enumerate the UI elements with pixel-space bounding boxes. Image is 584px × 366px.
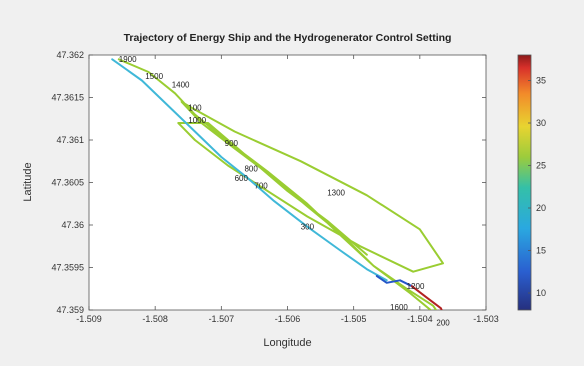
colorbar-tick-label: 30	[536, 118, 546, 128]
colorbar-tick-label: 35	[536, 76, 546, 86]
time-annotation: 600	[235, 174, 249, 183]
x-axis-label: Longitude	[263, 337, 311, 349]
y-tick-label: 47.3595	[51, 263, 84, 273]
trajectory-segment-2	[375, 275, 413, 288]
chart-title: Trajectory of Energy Ship and the Hydrog…	[124, 32, 452, 44]
y-tick-label: 47.3605	[51, 178, 84, 188]
trajectory-segment-3	[410, 285, 443, 310]
time-annotation: 700	[254, 181, 268, 190]
x-tick-label: -1.509	[76, 314, 102, 324]
colorbar-tick-label: 15	[536, 246, 546, 256]
colorbar-tick-label: 20	[536, 203, 546, 213]
trajectory-segment-0	[117, 58, 444, 310]
x-tick-label: -1.508	[142, 314, 168, 324]
x-tick-label: -1.507	[209, 314, 235, 324]
time-annotation: 1300	[327, 188, 345, 197]
time-annotation: 1900	[119, 55, 137, 64]
y-tick-label: 47.3615	[51, 93, 84, 103]
plot-area	[88, 54, 487, 311]
x-tick-label: -1.504	[407, 314, 433, 324]
y-tick-label: 47.362	[56, 50, 84, 60]
colorbar	[517, 54, 532, 311]
x-ticks: -1.509 -1.508 -1.507 -1.506 -1.505 -1.504 -1.5…	[76, 55, 499, 324]
time-annotation: 1600	[390, 303, 408, 312]
y-tick-label: 47.36	[61, 220, 84, 230]
time-annotation: 1200	[407, 282, 425, 291]
y-tick-label: 47.359	[56, 305, 84, 315]
time-annotation: 1500	[145, 72, 163, 81]
time-annotation: 1400	[172, 80, 190, 89]
time-annotation: 1000	[188, 116, 206, 125]
y-ticks: 47.359 47.3595 47.36 47.3605 47.361 47.3615 47…	[51, 50, 486, 315]
y-tick-label: 47.361	[56, 135, 84, 145]
x-tick-label: -1.505	[341, 314, 367, 324]
time-annotation: 300	[301, 222, 315, 231]
x-tick-label: -1.506	[275, 314, 301, 324]
time-annotation: 900	[225, 139, 239, 148]
time-annotation: 100	[188, 103, 202, 112]
colorbar-ticks: 10 15 20 25 30 35	[528, 76, 546, 298]
time-annotation: 200	[436, 318, 450, 327]
y-axis-label: Latitude	[22, 162, 34, 201]
trajectory-series	[111, 58, 444, 310]
time-annotation: 800	[244, 164, 258, 173]
x-tick-label: -1.503	[473, 314, 499, 324]
trajectory-segment-1	[111, 58, 388, 282]
colorbar-tick-label: 10	[536, 288, 546, 298]
colorbar-tick-label: 25	[536, 161, 546, 171]
